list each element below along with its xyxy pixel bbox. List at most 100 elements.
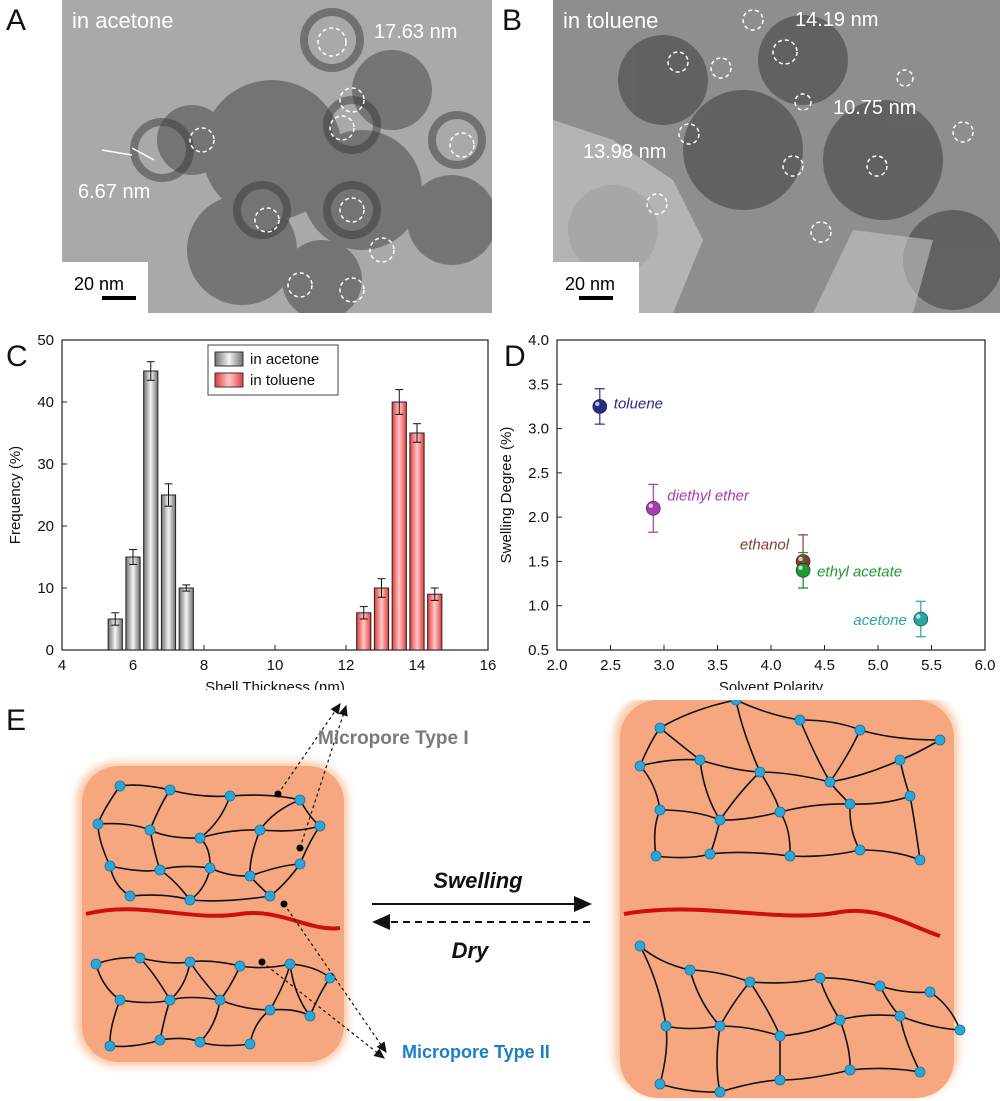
swollen-gel-block (620, 700, 954, 1098)
crosslink-node (90, 958, 102, 970)
crosslink-node (844, 1064, 856, 1076)
panel-letter-c: C (6, 340, 28, 373)
polymer-chain (189, 895, 271, 902)
y-tick-label-d: 3.0 (528, 421, 549, 438)
y-tick-label-c: 30 (37, 456, 54, 473)
crosslink-node (914, 1066, 926, 1078)
scale-bar-label-b: 20 nm (565, 274, 615, 294)
polymer-chain (639, 945, 667, 1027)
histogram-shell-thickness: 4 6 8 10 12 14 16 0 10 20 30 40 50 Shell Thickness (n… (7, 332, 496, 690)
crosslink-node (634, 940, 646, 952)
measurement-14-19: 14.19 nm (795, 9, 878, 31)
crosslink-node (654, 722, 666, 734)
crosslink-node (784, 850, 796, 862)
x-tick-label-c: 4 (58, 657, 66, 674)
point-label-diethyl-ether: diethyl ether (667, 487, 750, 504)
panel-letter-d: D (504, 340, 526, 373)
crosslink-node (194, 832, 206, 844)
bar-acetone (178, 587, 194, 651)
y-tick-label-c: 40 (37, 394, 54, 411)
y-tick-label-d: 1.5 (528, 553, 549, 570)
y-tick-label-d: 2.5 (528, 465, 549, 482)
crosslink-node (92, 818, 104, 830)
point-highlight (595, 401, 600, 407)
crosslink-node (234, 960, 246, 972)
bar-toluene (409, 432, 425, 651)
crosslink-node (854, 844, 866, 856)
polymer-chain (759, 771, 831, 783)
y-tick-label-d: 4.0 (528, 332, 549, 349)
crosslink-node (284, 958, 296, 970)
crosslink-node (794, 714, 806, 726)
polymer-chain (749, 977, 821, 984)
point-diethyl-ether (646, 500, 661, 516)
point-label-toluene: toluene (614, 395, 663, 412)
crosslink-node (684, 964, 696, 976)
x-tick-label-d: 3.0 (654, 657, 675, 674)
crosslink-node (854, 724, 866, 736)
crosslink-node (634, 760, 646, 772)
y-tick-label-c: 0 (46, 642, 54, 659)
point-highlight (798, 556, 803, 562)
polymer-chain (735, 700, 801, 721)
interface-line-left (85, 907, 341, 931)
crosslink-node (154, 864, 166, 876)
y-tick-label-c: 20 (37, 518, 54, 535)
crosslink-node (914, 854, 926, 866)
crosslink-node (244, 870, 256, 882)
crosslink-node (144, 824, 156, 836)
polymer-chain (709, 851, 791, 857)
crosslink-node (704, 848, 716, 860)
legend-label-toluene: in toluene (250, 372, 315, 389)
schematic-swelling: Micropore Type I Micropore Type II Swell… (76, 700, 966, 1098)
y-tick-label-d: 0.5 (528, 642, 549, 659)
polymer-chain (779, 1069, 851, 1081)
crosslink-node (714, 1086, 726, 1098)
polymer-chain (829, 759, 901, 783)
polymer-chain (229, 794, 301, 801)
legend-swatch-toluene (214, 372, 244, 388)
crosslink-node (824, 776, 836, 788)
crosslink-node (714, 1020, 726, 1032)
x-tick-label-d: 3.5 (707, 657, 728, 674)
caption-toluene: in toluene (563, 8, 658, 33)
x-tick-label-d: 4.5 (814, 657, 835, 674)
caption-acetone: in acetone (72, 8, 174, 33)
x-tick-label-d: 5.0 (868, 657, 889, 674)
bar-acetone (143, 370, 159, 651)
crosslink-node (294, 794, 306, 806)
y-axis-label-c: Frequency (%) (7, 446, 24, 544)
legend-label-acetone: in acetone (250, 351, 319, 368)
polymer-chain (779, 803, 851, 813)
point-label-ethyl-acetate: ethyl acetate (817, 563, 902, 580)
crosslink-node (104, 860, 116, 872)
crosslink-node (104, 1040, 116, 1052)
crosslink-node (650, 850, 662, 862)
label-dry: Dry (452, 938, 490, 963)
x-tick-label-c: 10 (267, 657, 284, 674)
crosslink-node (114, 780, 126, 792)
crosslink-node (874, 980, 886, 992)
y-tick-label-c: 50 (37, 332, 54, 349)
point-highlight (916, 614, 921, 619)
crosslink-node (654, 1078, 666, 1090)
point-toluene (592, 399, 608, 414)
crosslink-node (894, 754, 906, 766)
x-tick-label-d: 2.0 (547, 657, 568, 674)
crosslink-node (774, 806, 786, 818)
x-tick-label-c: 8 (200, 657, 208, 674)
bar-acetone (125, 556, 141, 651)
crosslink-node (654, 804, 666, 816)
y-tick-label-d: 3.5 (528, 376, 549, 393)
x-tick-label-d: 5.5 (921, 657, 942, 674)
x-tick-label-c: 12 (338, 657, 355, 674)
point-acetone (913, 611, 929, 627)
crosslink-node (164, 994, 176, 1006)
crosslink-node (164, 784, 176, 796)
x-tick-label-d: 6.0 (975, 657, 996, 674)
crosslink-node (774, 1074, 786, 1086)
crosslink-node (244, 1038, 256, 1050)
point-label-acetone: acetone (853, 612, 906, 629)
panel-letter-b: B (502, 4, 523, 37)
crosslink-node (774, 1030, 786, 1042)
